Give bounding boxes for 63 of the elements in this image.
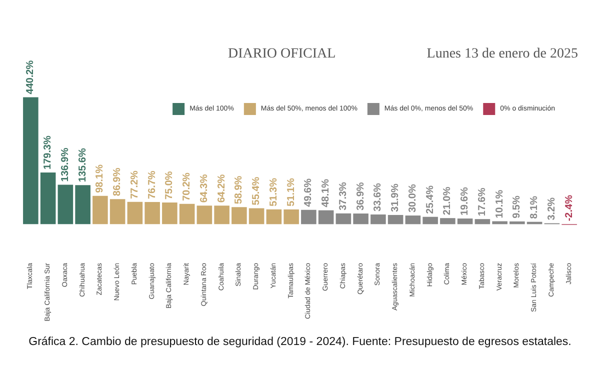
data-label: 179.3% xyxy=(42,135,54,170)
text: DIARIO OFICIAL xyxy=(228,46,336,62)
bar xyxy=(457,218,473,224)
text: Lunes 13 de enero de 2025 xyxy=(426,46,578,62)
bar xyxy=(23,97,38,224)
data-label: 58.9% xyxy=(234,176,245,204)
data-label: 55.4% xyxy=(251,176,262,206)
data-label: -2.4% xyxy=(564,194,575,222)
data-label: 31.9% xyxy=(390,184,402,212)
bar xyxy=(388,214,404,224)
data-label: 51.1% xyxy=(286,178,297,206)
bar xyxy=(92,196,108,224)
data-label: 30.0% xyxy=(407,184,418,213)
data-label: 9.5% xyxy=(512,196,523,218)
bar xyxy=(336,213,352,224)
data-label: 3.2% xyxy=(546,197,558,220)
bar xyxy=(75,185,90,224)
data-label: 17.6% xyxy=(476,188,488,216)
bar xyxy=(370,214,386,224)
data-label: 64.2% xyxy=(216,174,228,203)
bar xyxy=(110,199,126,224)
bar xyxy=(196,206,212,224)
bar xyxy=(127,202,143,224)
bar xyxy=(144,202,160,224)
bar xyxy=(266,209,282,224)
bar xyxy=(162,202,178,224)
bar xyxy=(510,221,525,224)
bar xyxy=(422,216,438,224)
data-label: 136.9% xyxy=(60,148,71,182)
bar xyxy=(474,219,490,224)
data-label: 8.1% xyxy=(529,196,540,219)
data-label: 21.0% xyxy=(442,186,454,216)
data-label: 19.6% xyxy=(460,187,471,216)
data-label: 48.1% xyxy=(320,178,332,208)
data-label: 49.6% xyxy=(303,178,314,207)
bar xyxy=(318,210,334,224)
bar xyxy=(301,210,316,224)
bar xyxy=(440,218,456,224)
data-label: 70.2% xyxy=(182,172,193,201)
data-label: 36.9% xyxy=(355,182,366,211)
bar xyxy=(353,214,368,224)
text: Gráfica 2. Cambio de presupuesto de seguridad (2019 - 2024). Fuente: Presupuesto de egresos estatales. xyxy=(28,336,572,348)
bar xyxy=(214,206,230,224)
bar xyxy=(179,204,195,224)
data-label: 37.3% xyxy=(338,182,349,210)
data-label: 33.6% xyxy=(372,183,384,212)
bar xyxy=(284,209,299,224)
data-label: 135.6% xyxy=(77,148,88,182)
bar xyxy=(405,216,421,224)
data-label: 77.2% xyxy=(129,170,140,199)
data-label: 51.3% xyxy=(268,178,280,206)
bar xyxy=(58,184,74,224)
data-label: 75.0% xyxy=(164,171,176,200)
data-label: 25.4% xyxy=(424,185,436,214)
bar xyxy=(248,208,264,224)
bar xyxy=(232,207,247,224)
data-label: 98.1% xyxy=(94,164,106,193)
bar xyxy=(40,172,56,224)
data-label: 10.1% xyxy=(494,190,506,218)
data-label: 64.3% xyxy=(198,174,210,203)
data-label: 440.2% xyxy=(25,60,36,94)
data-label: 76.7% xyxy=(146,170,158,200)
data-label: 86.9% xyxy=(112,168,124,196)
